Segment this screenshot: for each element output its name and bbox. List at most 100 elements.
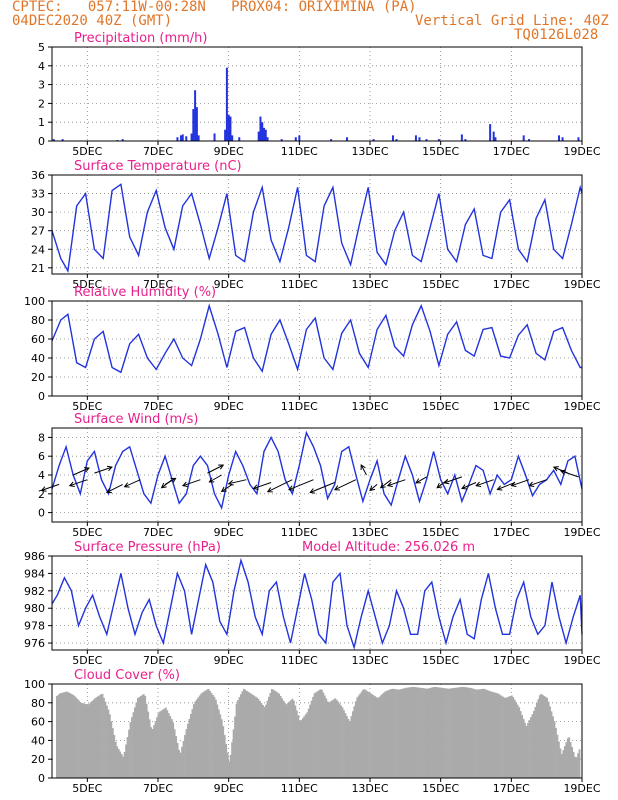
cloud-bar <box>446 688 448 778</box>
cloud-bar <box>387 690 390 778</box>
cloud-bar <box>509 696 512 778</box>
cloud-bar <box>231 742 233 778</box>
cloud-bar <box>382 692 385 778</box>
x-tick-label: 19DEC <box>563 654 600 667</box>
header-grid-note: Vertical Grid Line: 40Z <box>415 13 609 29</box>
cloud-bar <box>343 710 345 778</box>
cloud-bar <box>412 686 415 778</box>
wind-arrow <box>461 482 477 489</box>
cloud-bar <box>559 748 562 778</box>
cloud-bar <box>363 689 366 778</box>
y-tick-label: 60 <box>31 333 45 346</box>
wind-arrow <box>334 479 357 491</box>
wind-arrow-head <box>160 482 167 489</box>
cloud-bar <box>136 697 139 778</box>
x-tick-label: 19DEC <box>563 526 600 539</box>
cloud-bar <box>263 706 266 778</box>
cloud-bar <box>537 699 540 778</box>
cloud-bar <box>410 687 413 778</box>
x-tick-label: 15DEC <box>422 145 459 158</box>
cloud-bar <box>223 734 226 778</box>
cloud-bar <box>374 696 376 778</box>
cloud-bar <box>95 697 98 778</box>
cloud-bar <box>212 694 214 778</box>
y-tick-label: 80 <box>31 697 45 710</box>
y-tick-label: 3 <box>38 79 45 92</box>
cloud-bar <box>313 693 316 778</box>
cloud-bar <box>114 741 117 778</box>
cloud-bar <box>515 702 518 778</box>
cloud-bar <box>347 719 350 778</box>
cloud-bar <box>507 696 510 778</box>
panel-frame <box>51 174 583 275</box>
cloud-bar <box>454 687 457 778</box>
cloud-bar <box>166 710 169 778</box>
cloud-bar <box>499 694 501 778</box>
cloud-bar <box>188 718 191 778</box>
cloud-bar <box>535 703 538 778</box>
cloud-bar <box>135 702 138 778</box>
cloud-bar <box>229 754 232 778</box>
cloud-bar <box>110 721 113 778</box>
cloud-bar <box>375 697 378 778</box>
cloud-bar <box>92 699 95 778</box>
cloud-bar <box>503 697 506 778</box>
cloud-bar <box>287 702 289 778</box>
precip-bar <box>181 134 184 141</box>
cloud-bar <box>119 751 122 778</box>
cloud-bar <box>288 701 291 778</box>
cloud-bar <box>491 691 494 778</box>
cloud-bar <box>300 720 303 778</box>
cloud-bar <box>235 703 238 778</box>
wind-arrow <box>360 464 367 476</box>
cloud-bar <box>329 701 332 778</box>
cloud-bar <box>298 720 301 778</box>
cloud-bar <box>157 713 160 778</box>
wind-arrow <box>444 476 463 484</box>
wind-arrow-head <box>443 478 450 485</box>
precip-bar <box>414 135 417 141</box>
cloud-bar <box>273 690 276 778</box>
wind-arrow <box>182 479 201 487</box>
x-tick-label: 9DEC <box>214 145 244 158</box>
precip-bar <box>225 67 228 141</box>
cloud-bar <box>577 753 579 778</box>
y-tick-label: 0 <box>38 135 45 148</box>
cloud-bar <box>543 695 546 778</box>
wind-arrow <box>387 479 406 487</box>
cloud-bar <box>201 692 204 778</box>
cloud-bar <box>510 695 513 778</box>
wind-arrow <box>124 479 141 488</box>
panel-title: Surface Wind (m/s) <box>74 412 198 427</box>
precip-bar <box>346 137 349 141</box>
y-tick-label: 0 <box>38 390 45 403</box>
x-tick-label: 5DEC <box>72 654 102 667</box>
cloud-bar <box>568 737 571 778</box>
cloud-bar <box>91 700 94 778</box>
precip-bar <box>213 133 216 141</box>
y-tick-label: 2 <box>38 488 45 501</box>
cloud-bar <box>371 694 373 778</box>
y-tick-label: 30 <box>31 206 45 219</box>
wind-arrow-head <box>105 488 112 494</box>
cloud-bar <box>216 704 219 778</box>
cloud-bar <box>379 695 382 778</box>
precip-bar <box>195 107 198 141</box>
cloud-bar <box>276 692 279 778</box>
cloud-bar <box>167 713 170 778</box>
precip-bar <box>577 137 580 141</box>
precip-bar <box>425 139 428 141</box>
precip-bar <box>231 135 234 141</box>
cloud-bar <box>337 701 339 778</box>
cloud-bar <box>228 761 231 778</box>
cloud-bar <box>312 696 314 778</box>
cloud-bar <box>428 688 431 778</box>
cloud-bar <box>170 719 173 778</box>
cloud-bar <box>528 720 531 778</box>
precip-bar <box>192 109 195 141</box>
cloud-bar <box>425 688 428 778</box>
x-tick-label: 7DEC <box>143 526 173 539</box>
cloud-bar <box>322 692 325 778</box>
